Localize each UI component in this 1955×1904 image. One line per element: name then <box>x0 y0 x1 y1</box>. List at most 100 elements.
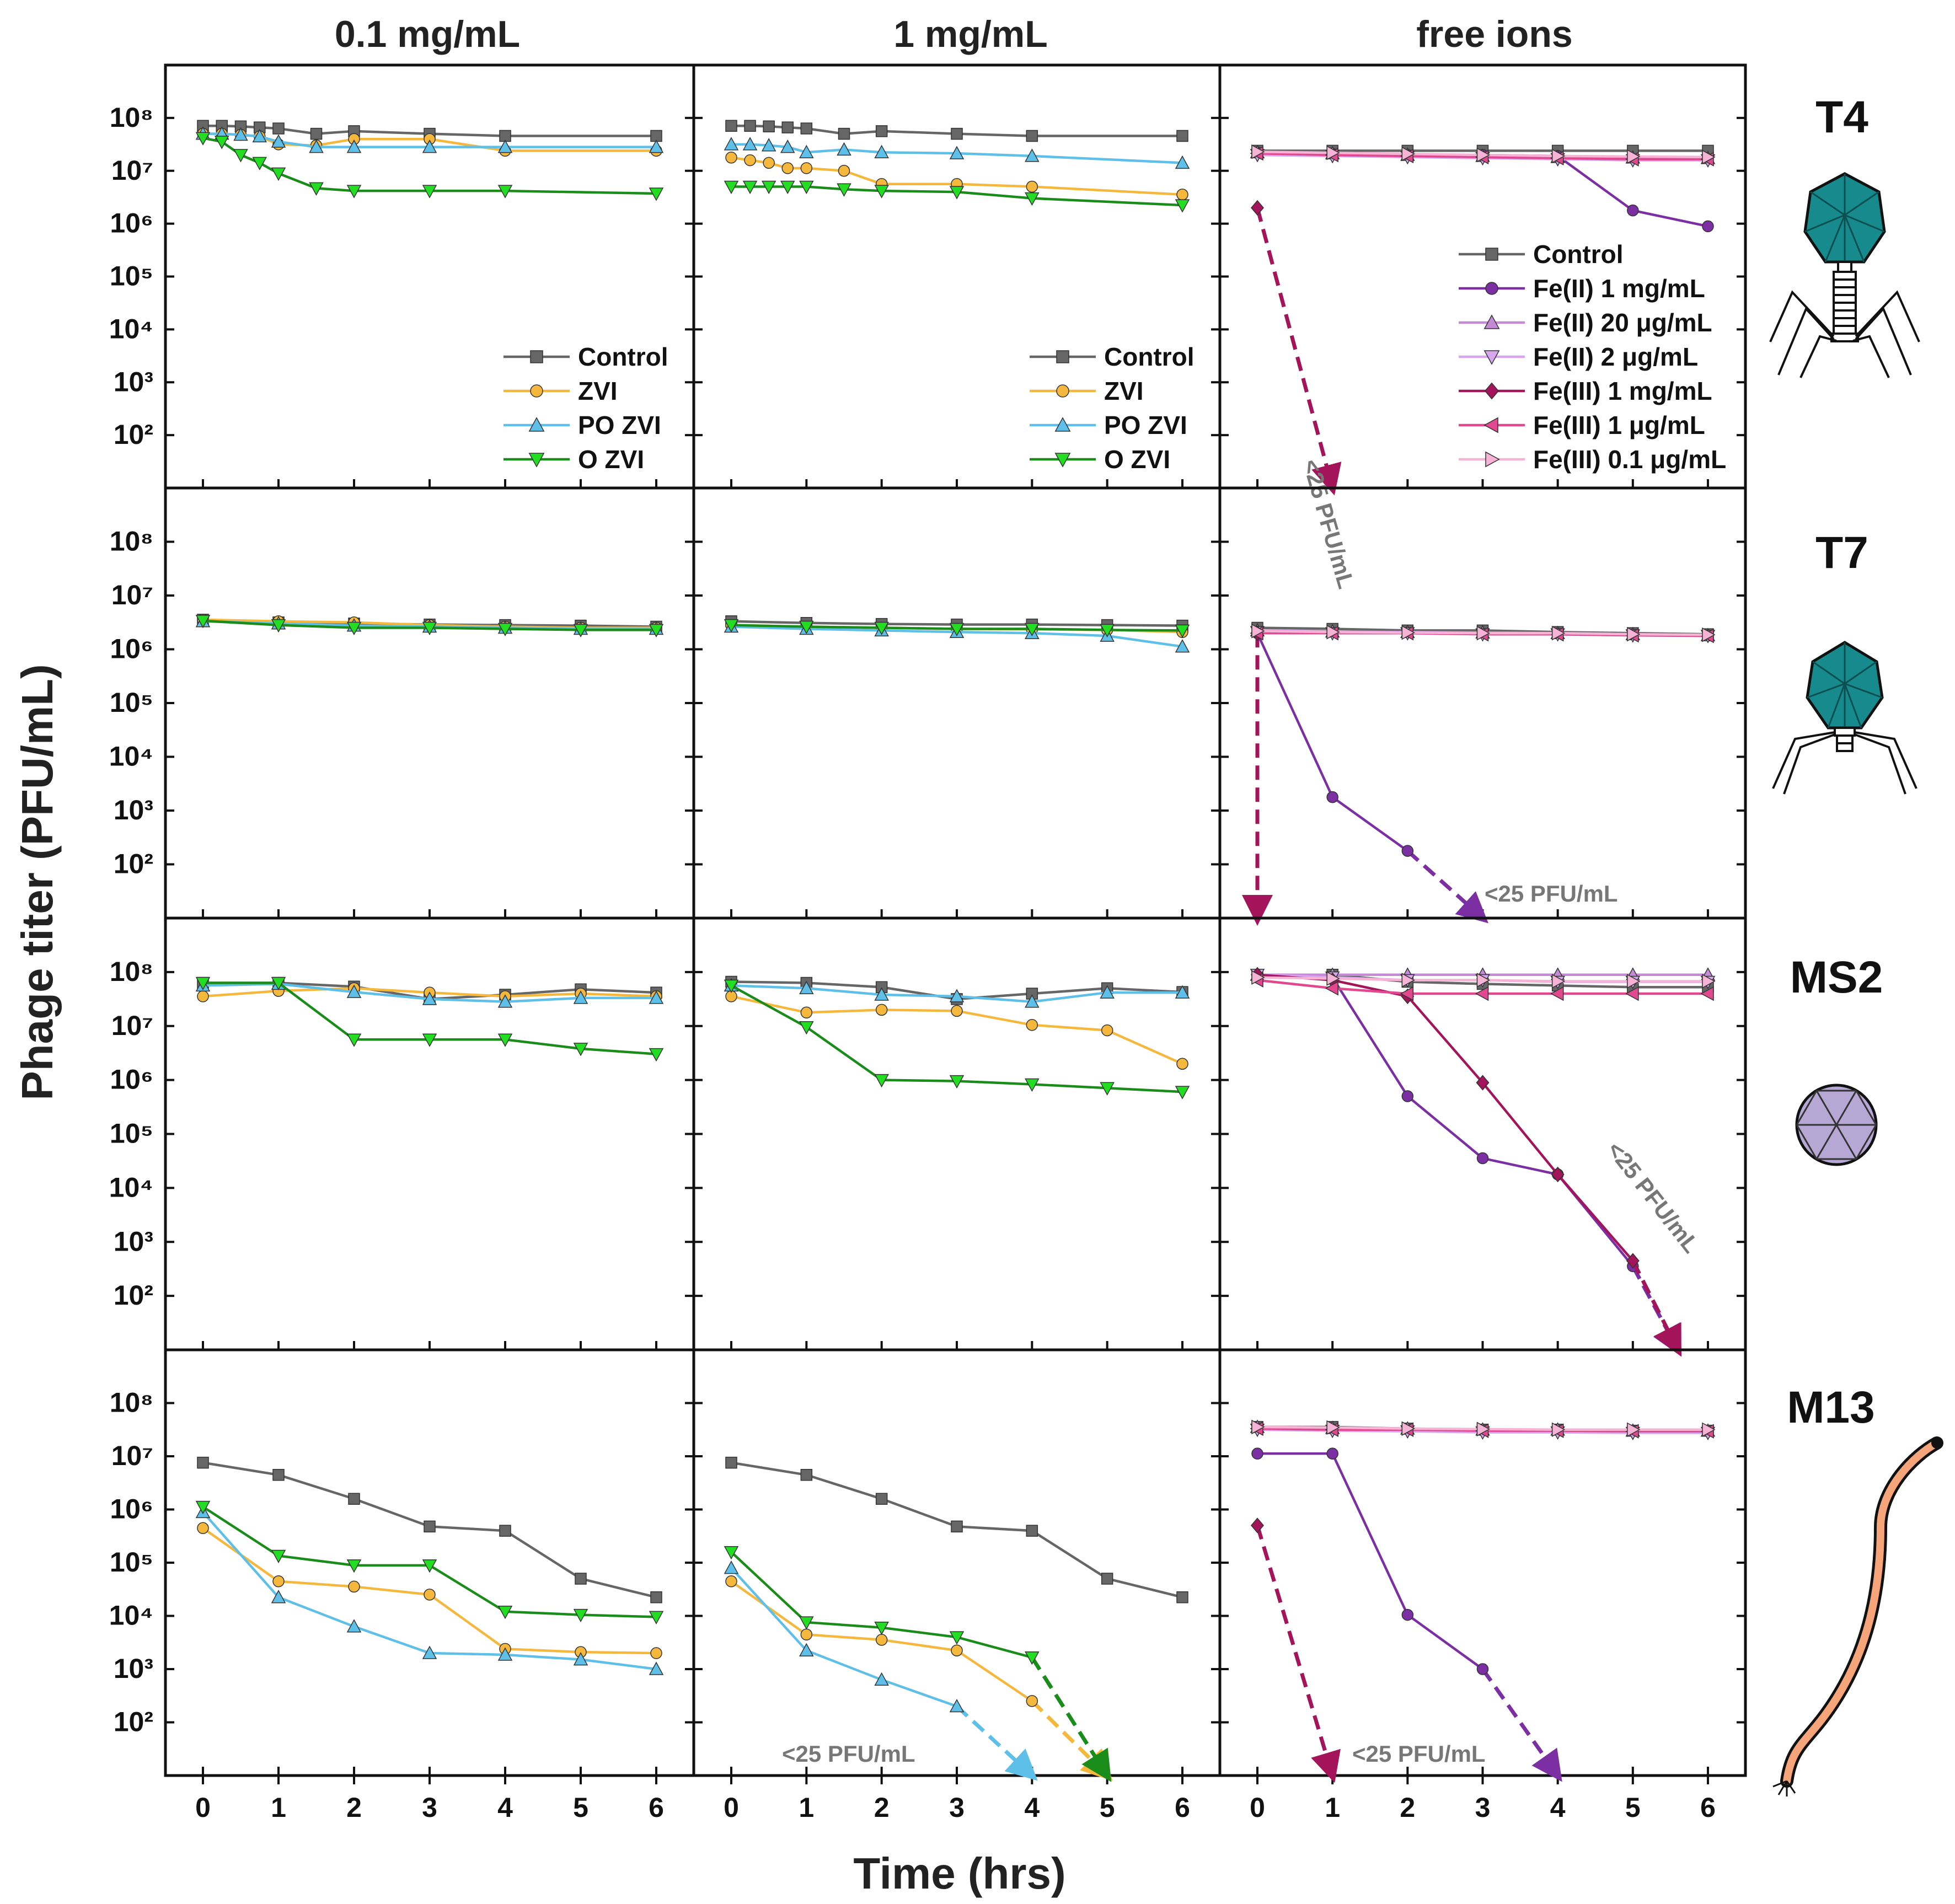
data-point <box>424 133 436 145</box>
data-point <box>781 121 794 133</box>
data-point <box>1326 971 1340 986</box>
row-label-m13: M13 <box>1787 1382 1875 1433</box>
data-point <box>254 121 266 133</box>
data-point <box>875 125 888 137</box>
detection-limit-arrow <box>955 1704 1038 1781</box>
data-point <box>1176 1058 1188 1070</box>
y-tick-label: 10² <box>114 1707 153 1737</box>
data-point <box>1702 1422 1716 1438</box>
data-point <box>1401 146 1415 162</box>
data-point <box>1100 985 1115 999</box>
data-point <box>949 989 965 1002</box>
data-point <box>799 980 814 994</box>
x-tick-label: 2 <box>346 1792 362 1823</box>
data-point <box>1176 189 1188 201</box>
data-point <box>874 987 889 1001</box>
series-line <box>731 185 1183 207</box>
panel-t7-2 <box>692 486 1222 920</box>
data-point <box>271 619 286 633</box>
data-point <box>649 1661 664 1675</box>
data-point <box>197 1522 209 1535</box>
data-point <box>497 185 513 199</box>
series-line <box>731 125 1182 137</box>
data-point <box>1627 626 1641 642</box>
y-tick-label: 10⁶ <box>110 1494 153 1525</box>
data-point <box>744 120 756 132</box>
y-tick-label: 10⁴ <box>109 313 153 344</box>
data-point <box>346 621 362 636</box>
legend-entry: O ZVI <box>1030 445 1170 474</box>
data-point <box>271 134 286 148</box>
data-point <box>252 128 267 143</box>
data-point <box>271 1590 286 1603</box>
data-point <box>197 1456 209 1469</box>
legend-label: ZVI <box>578 377 618 405</box>
x-tick-label: 6 <box>649 1792 664 1823</box>
series-line <box>731 143 1183 164</box>
x-tick-label: 4 <box>497 1792 513 1823</box>
panel-t7-3: <25 PFU/mL <box>1218 486 1747 926</box>
panel-m13-2: 0 1 2 3 4 5 6 <25 PFU/mL <box>692 1348 1222 1823</box>
data-point <box>422 991 437 1005</box>
y-tick-label: 10⁵ <box>110 1118 153 1149</box>
data-point <box>1326 791 1338 803</box>
data-point <box>1251 200 1264 216</box>
legend-label: Control <box>578 342 668 371</box>
panel-ms2-2 <box>692 916 1222 1351</box>
series-fe-iii-0-1-g-ml <box>1251 1419 1716 1438</box>
legend-marker <box>1056 384 1069 398</box>
data-point <box>1326 145 1340 160</box>
data-point <box>874 1672 889 1686</box>
series-o-zvi <box>195 132 664 201</box>
data-point <box>497 140 513 153</box>
series-fe-iii-0-1-g-ml <box>1251 624 1716 642</box>
detection-limit-arrow <box>1631 1259 1681 1357</box>
x-tick-label: 4 <box>1024 1792 1040 1823</box>
data-point <box>800 122 813 135</box>
data-point <box>346 1619 362 1633</box>
x-axis-title: Time (hrs) <box>853 1849 1065 1898</box>
data-point <box>742 180 758 195</box>
data-point <box>837 142 851 156</box>
y-tick-label: 10⁴ <box>109 1600 153 1631</box>
series-zvi <box>725 990 1188 1070</box>
data-point <box>1401 1421 1415 1436</box>
legend-marker <box>1054 453 1071 468</box>
data-point <box>724 137 739 151</box>
data-point <box>195 615 211 629</box>
data-point <box>724 1560 739 1574</box>
data-point <box>724 979 739 993</box>
data-point <box>422 1559 437 1573</box>
legend-label: Fe(II) 1 mg/mL <box>1533 274 1705 303</box>
legend-entry: Fe(II) 1 mg/mL <box>1459 274 1705 303</box>
legend-entry: PO ZVI <box>504 411 661 439</box>
panel-m13-3: 0 1 2 3 4 5 6 <25 PFU/mL <box>1218 1348 1747 1823</box>
y-tick-label: 10² <box>114 419 153 450</box>
series-po-zvi <box>724 137 1190 169</box>
data-point <box>1476 1422 1491 1437</box>
legend-marker <box>528 417 545 432</box>
series-po-zvi <box>195 126 664 153</box>
legend-label: O ZVI <box>578 445 644 474</box>
series-fe-iii-1-mg-ml <box>1251 200 1342 496</box>
data-point <box>780 180 795 195</box>
data-point <box>1702 149 1716 165</box>
data-point <box>1251 624 1265 639</box>
legend-label: Fe(III) 0.1 μg/mL <box>1533 445 1726 474</box>
series-o-zvi <box>724 1546 1112 1782</box>
data-point <box>780 140 795 153</box>
x-tick-label: 5 <box>573 1792 588 1823</box>
data-point <box>649 187 664 201</box>
t7-phage-icon <box>1772 641 1917 795</box>
data-point <box>1026 1695 1038 1707</box>
detection-limit-label: <25 PFU/mL <box>1298 457 1359 592</box>
data-point <box>1101 1573 1113 1585</box>
data-point <box>272 1469 285 1481</box>
col-title-3: free ions <box>1416 13 1572 55</box>
panel-frame <box>1218 1348 1747 1777</box>
series-fe-iii-1-mg-ml <box>1242 625 1273 926</box>
data-point <box>1401 845 1414 857</box>
y-tick-label: 10³ <box>114 1226 153 1257</box>
legend-entry: Fe(II) 20 μg/mL <box>1459 308 1712 337</box>
series-line <box>203 125 656 137</box>
